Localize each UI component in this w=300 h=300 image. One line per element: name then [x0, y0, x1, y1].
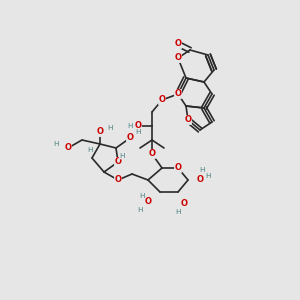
Text: O: O [97, 128, 104, 136]
Text: O: O [158, 95, 166, 104]
Text: O: O [181, 200, 188, 208]
Text: O: O [196, 176, 203, 184]
Text: O: O [175, 53, 182, 62]
Text: H: H [175, 209, 181, 215]
Text: H: H [107, 125, 113, 131]
Text: H: H [137, 207, 143, 213]
Text: O: O [115, 176, 122, 184]
Text: H: H [53, 141, 59, 147]
Text: O: O [115, 158, 122, 166]
Text: O: O [127, 134, 134, 142]
Text: O: O [145, 197, 152, 206]
Text: O: O [148, 149, 155, 158]
Text: H: H [87, 147, 93, 153]
Text: O: O [64, 143, 71, 152]
Text: H: H [127, 123, 133, 129]
Text: H: H [135, 129, 141, 135]
Text: H: H [205, 173, 211, 179]
Text: O: O [175, 40, 182, 49]
Text: O: O [184, 116, 191, 124]
Text: H: H [199, 167, 205, 173]
Text: O: O [134, 122, 142, 130]
Text: H: H [119, 153, 125, 159]
Text: O: O [175, 164, 182, 172]
Text: H: H [139, 193, 145, 199]
Text: O: O [175, 89, 182, 98]
